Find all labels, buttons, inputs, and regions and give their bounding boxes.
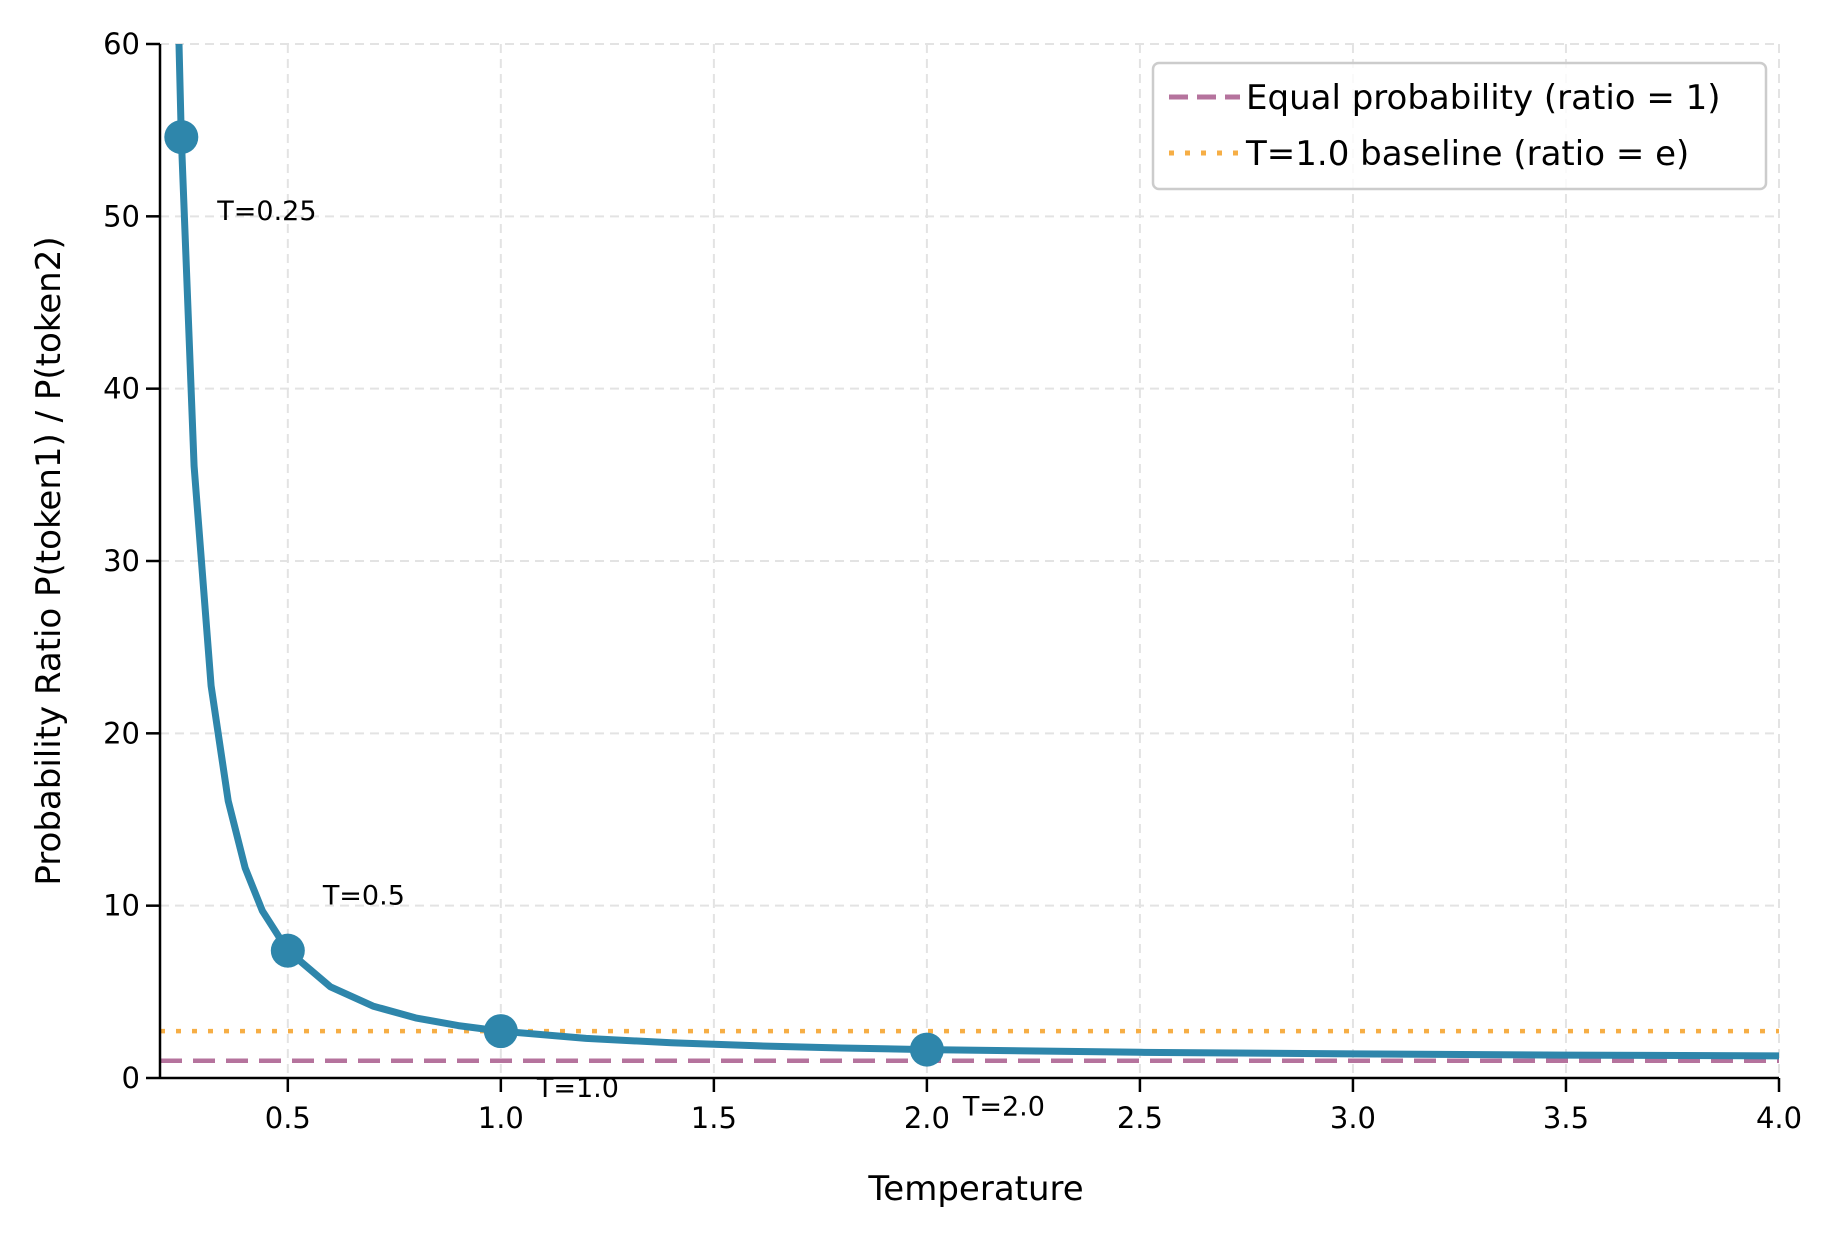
x-tick-label: 1.0 — [478, 1101, 524, 1135]
legend: Equal probability (ratio = 1) T=1.0 base… — [1151, 61, 1768, 191]
legend-frame — [1151, 61, 1768, 191]
y-tick-label: 0 — [122, 1061, 140, 1095]
y-tick-label: 30 — [103, 544, 140, 578]
markers: T=0.25T=0.5T=1.0T=2.0 — [164, 120, 1045, 1123]
y-tick-label: 20 — [103, 716, 140, 750]
x-tick-label: 4.0 — [1756, 1101, 1802, 1135]
x-tick-label: 3.5 — [1543, 1101, 1589, 1135]
x-tick-label: 3.0 — [1330, 1101, 1376, 1135]
data-point-marker — [164, 120, 199, 155]
y-axis-label: Probability Ratio P(token1) / P(token2) — [29, 236, 69, 885]
reference-lines — [160, 1028, 1779, 1064]
x-tick-label: 0.5 — [265, 1101, 311, 1135]
y-tick-label: 60 — [103, 27, 140, 61]
axes: 0.5 1.0 1.5 2.0 2.5 3.0 3.5 4.0 0 10 20 30 40 50 60 — [103, 27, 1802, 1135]
series — [175, 44, 1779, 1060]
y-tick-label: 40 — [103, 372, 140, 406]
legend-label-baseline: T=1.0 baseline (ratio = e) — [1245, 134, 1689, 174]
point-annotation: T=0.25 — [216, 196, 316, 227]
point-annotation: T=0.5 — [322, 881, 405, 912]
grid — [160, 43, 1780, 1079]
x-tick-label: 1.5 — [691, 1101, 737, 1135]
x-axis-label: Temperature — [867, 1169, 1083, 1209]
data-point-marker — [909, 1032, 944, 1067]
point-annotation: T=2.0 — [962, 1092, 1045, 1123]
data-point-marker — [270, 933, 305, 968]
ratio-curve — [175, 44, 1779, 1060]
x-tick-label: 2.5 — [1117, 1101, 1163, 1135]
y-tick-label: 10 — [103, 889, 140, 923]
x-tick-label: 2.0 — [904, 1101, 950, 1135]
legend-label-equal: Equal probability (ratio = 1) — [1246, 78, 1721, 118]
data-point-marker — [483, 1014, 518, 1049]
y-tick-label: 50 — [103, 199, 140, 233]
